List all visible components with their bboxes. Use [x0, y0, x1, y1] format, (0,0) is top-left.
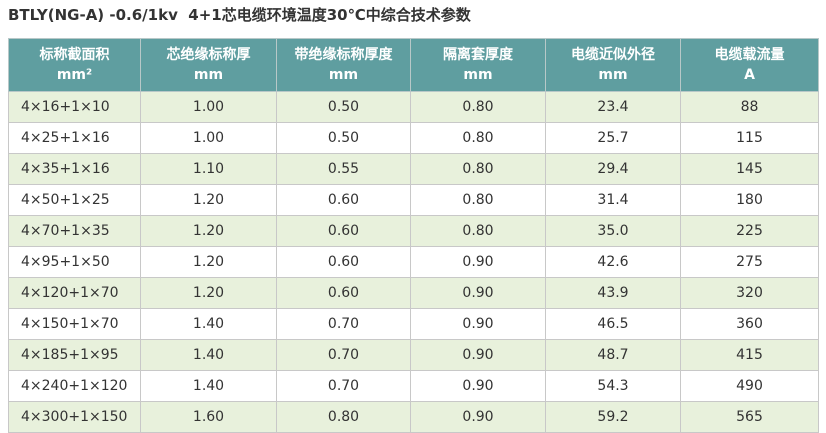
header-label: 标称截面积: [39, 47, 110, 63]
table-cell: 54.3: [545, 370, 681, 402]
table-cell: 88: [680, 91, 819, 123]
table-cell: 4×16+1×10: [8, 91, 141, 123]
table-row: 4×35+1×16 1.10 0.55 0.80 29.4 145: [8, 153, 819, 185]
table-cell: 0.50: [276, 91, 411, 123]
header-cell: 电缆近似外径 mm: [545, 38, 681, 92]
table-cell: 1.00: [140, 122, 277, 154]
table-cell: 115: [680, 122, 819, 154]
table-row: 4×50+1×25 1.20 0.60 0.80 31.4 180: [8, 184, 819, 216]
table-cell: 1.10: [140, 153, 277, 185]
table-cell: 0.55: [276, 153, 411, 185]
table-cell: 1.40: [140, 308, 277, 340]
table-cell: 0.70: [276, 339, 411, 371]
table-cell: 275: [680, 246, 819, 278]
table-cell: 0.80: [410, 215, 546, 247]
table-cell: 43.9: [545, 277, 681, 309]
table-cell: 29.4: [545, 153, 681, 185]
table-cell: 225: [680, 215, 819, 247]
header-unit: A: [744, 67, 755, 83]
table-cell: 0.60: [276, 215, 411, 247]
table-body: 4×16+1×10 1.00 0.50 0.80 23.4 88 4×25+1×16 1.00…: [8, 91, 819, 433]
header-label: 电缆近似外径: [571, 47, 655, 63]
table-cell: 0.90: [410, 246, 546, 278]
table-cell: 1.20: [140, 184, 277, 216]
header-unit: mm: [328, 67, 359, 83]
table-cell: 0.80: [410, 91, 546, 123]
spec-table: 标称截面积 mm² 芯绝缘标称厚 mm 带绝缘标称厚度 mm 隔离套厚度 mm 电缆近似外径 mm…: [8, 38, 819, 433]
table-row: 4×150+1×70 1.40 0.70 0.90 46.5 360: [8, 308, 819, 340]
table-cell: 0.80: [410, 153, 546, 185]
table-cell: 4×240+1×120: [8, 370, 141, 402]
table-cell: 48.7: [545, 339, 681, 371]
table-cell: 31.4: [545, 184, 681, 216]
table-cell: 4×35+1×16: [8, 153, 141, 185]
header-unit: mm: [598, 67, 628, 83]
header-label: 隔离套厚度: [443, 47, 513, 63]
table-cell: 0.80: [410, 184, 546, 216]
table-cell: 4×50+1×25: [8, 184, 141, 216]
header-unit: mm: [193, 67, 224, 83]
header-label: 带绝缘标称厚度: [294, 47, 393, 63]
table-row: 4×240+1×120 1.40 0.70 0.90 54.3 490: [8, 370, 819, 402]
table-row: 4×95+1×50 1.20 0.60 0.90 42.6 275: [8, 246, 819, 278]
table-cell: 1.00: [140, 91, 277, 123]
header-cell: 带绝缘标称厚度 mm: [276, 38, 411, 92]
table-cell: 4×185+1×95: [8, 339, 141, 371]
table-cell: 180: [680, 184, 819, 216]
table-cell: 0.50: [276, 122, 411, 154]
header-cell: 标称截面积 mm²: [8, 38, 141, 92]
table-cell: 4×95+1×50: [8, 246, 141, 278]
table-cell: 0.90: [410, 339, 546, 371]
table-cell: 1.40: [140, 370, 277, 402]
header-label: 电缆载流量: [714, 47, 785, 63]
table-cell: 0.60: [276, 184, 411, 216]
table-cell: 1.20: [140, 246, 277, 278]
table-cell: 0.70: [276, 308, 411, 340]
table-cell: 0.90: [410, 277, 546, 309]
table-cell: 490: [680, 370, 819, 402]
table-cell: 0.90: [410, 370, 546, 402]
table-cell: 4×25+1×16: [8, 122, 141, 154]
header-cell: 电缆载流量 A: [680, 38, 819, 92]
table-cell: 4×150+1×70: [8, 308, 141, 340]
table-cell: 0.60: [276, 277, 411, 309]
header-row: 标称截面积 mm² 芯绝缘标称厚 mm 带绝缘标称厚度 mm 隔离套厚度 mm 电缆近似外径 mm…: [8, 38, 819, 92]
table-cell: 0.90: [410, 308, 546, 340]
table-cell: 1.40: [140, 339, 277, 371]
table-cell: 320: [680, 277, 819, 309]
table-row: 4×70+1×35 1.20 0.60 0.80 35.0 225: [8, 215, 819, 247]
table-row: 4×120+1×70 1.20 0.60 0.90 43.9 320: [8, 277, 819, 309]
table-row: 4×185+1×95 1.40 0.70 0.90 48.7 415: [8, 339, 819, 371]
table-cell: 23.4: [545, 91, 681, 123]
table-row: 4×25+1×16 1.00 0.50 0.80 25.7 115: [8, 122, 819, 154]
header-cell: 隔离套厚度 mm: [410, 38, 546, 92]
header-unit: mm²: [56, 67, 93, 83]
table-cell: 46.5: [545, 308, 681, 340]
table-cell: 0.60: [276, 246, 411, 278]
table-cell: 1.20: [140, 277, 277, 309]
table-cell: 1.20: [140, 215, 277, 247]
table-cell: 415: [680, 339, 819, 371]
table-cell: 0.80: [410, 122, 546, 154]
title: BTLY(NG-A) -0.6/1kv 4+1芯电缆环境温度30℃中综合技术参数: [8, 6, 471, 24]
table-cell: 42.6: [545, 246, 681, 278]
table-cell: 25.7: [545, 122, 681, 154]
header-unit: mm: [463, 67, 493, 83]
table-cell: 360: [680, 308, 819, 340]
table-cell: 4×120+1×70: [8, 277, 141, 309]
table-row: 4×16+1×10 1.00 0.50 0.80 23.4 88: [8, 91, 819, 123]
table-cell: 0.70: [276, 370, 411, 402]
table-cell: 145: [680, 153, 819, 185]
header-label: 芯绝缘标称厚: [166, 47, 251, 63]
table-cell: 35.0: [545, 215, 681, 247]
header-cell: 芯绝缘标称厚 mm: [140, 38, 277, 92]
table-cell: 4×70+1×35: [8, 215, 141, 247]
